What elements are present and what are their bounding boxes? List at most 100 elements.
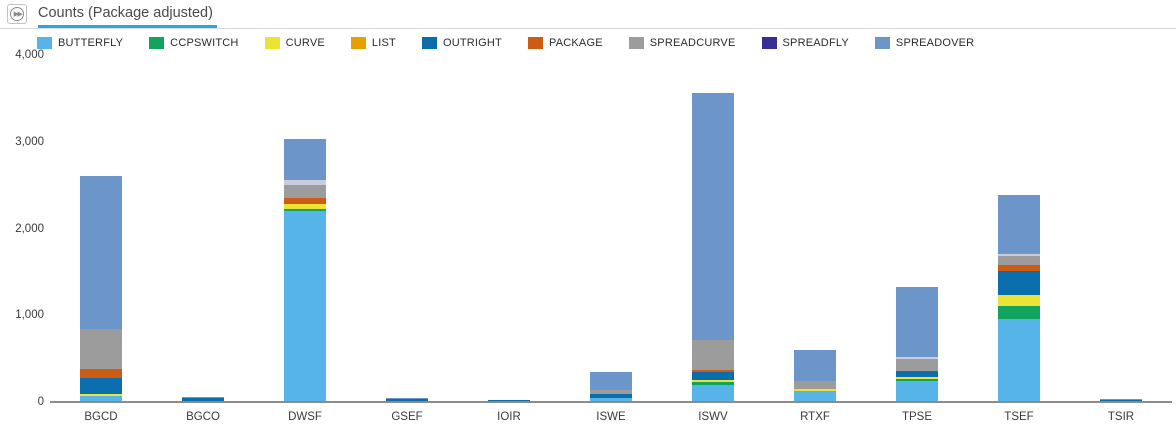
legend-swatch-outright — [421, 37, 437, 49]
x-axis-label-ioir: IOIR — [497, 411, 521, 423]
bar-segment-ccpswitch[interactable] — [692, 382, 734, 385]
stacked-bar-rtxf[interactable] — [794, 349, 836, 401]
tab-counts-package-adjusted[interactable]: Counts (Package adjusted) — [38, 0, 217, 28]
bar-segment-spreadcurve[interactable] — [80, 329, 122, 370]
bar-segment-outright[interactable] — [998, 271, 1040, 295]
x-axis-label-bgcd: BGCD — [84, 411, 118, 423]
bar-segment-outright[interactable] — [896, 370, 938, 378]
stacked-bar-chart: BUTTERFLY CCPSWITCH CURVE LIST OUTRIGHT PACKA… — [0, 29, 1176, 426]
stacked-bar-dwsf[interactable] — [284, 138, 326, 401]
x-axis-label-tsef: TSEF — [1004, 411, 1034, 423]
legend-label: LIST — [371, 37, 396, 49]
x-axis-label-bgco: BGCO — [186, 411, 220, 423]
bar-segment-butterfly[interactable] — [692, 384, 734, 401]
legend-item-spreadfly[interactable]: SPREADFLY — [761, 37, 849, 49]
bar-segment-package[interactable] — [998, 264, 1040, 272]
legend-item-outright[interactable]: OUTRIGHT — [421, 37, 502, 49]
bar-segment-outright[interactable] — [80, 377, 122, 394]
bar-segment-spreadover[interactable] — [80, 175, 122, 330]
x-axis-label-iswv: ISWV — [698, 411, 728, 423]
bar-segment-outright[interactable] — [488, 399, 530, 401]
y-tick-label: 0 — [37, 396, 44, 408]
legend-item-butterfly[interactable]: BUTTERFLY — [37, 37, 123, 49]
stacked-bar-ioir[interactable] — [488, 399, 530, 401]
bar-segment-ccpswitch[interactable] — [284, 208, 326, 212]
bar-segment-butterfly[interactable] — [284, 211, 326, 401]
stacked-bar-iswv[interactable] — [692, 93, 734, 401]
bar-segment-curve[interactable] — [998, 294, 1040, 307]
legend-item-package[interactable]: PACKAGE — [527, 37, 603, 49]
bar-segment-butterfly[interactable] — [998, 318, 1040, 401]
bar-segment-spreadover[interactable] — [998, 194, 1040, 254]
bar-segment-outright[interactable] — [590, 393, 632, 398]
bar-segment-spreadover[interactable] — [284, 138, 326, 181]
bar-segment-outright[interactable] — [692, 372, 734, 381]
bar-segment-ccpswitch[interactable] — [896, 379, 938, 382]
legend-item-spreadcurve[interactable]: SPREADCURVE — [628, 37, 736, 49]
bar-segment-spreadcurve[interactable] — [284, 185, 326, 199]
stacked-bar-tsef[interactable] — [998, 194, 1040, 401]
legend-item-list[interactable]: LIST — [350, 37, 396, 49]
stacked-bar-tsir[interactable] — [1100, 399, 1142, 401]
legend-item-curve[interactable]: CURVE — [264, 37, 325, 49]
bar-slot-iswe — [560, 56, 662, 401]
bar-segment-package[interactable] — [692, 370, 734, 373]
bar-slot-dwsf — [254, 56, 356, 401]
bar-segment-butterfly[interactable] — [80, 395, 122, 401]
bar-segment-curve[interactable] — [284, 204, 326, 209]
legend-label: CURVE — [285, 37, 325, 49]
bar-segment-curve[interactable] — [80, 393, 122, 396]
bar-segment-package[interactable] — [284, 198, 326, 205]
legend-item-ccpswitch[interactable]: CCPSWITCH — [149, 37, 238, 49]
legend-label: PACKAGE — [548, 37, 603, 49]
bar-segment-spreadover[interactable] — [590, 371, 632, 391]
bar-segment-butterfly[interactable] — [794, 390, 836, 401]
bar-segment-spreadover[interactable] — [182, 396, 224, 398]
stacked-bar-iswe[interactable] — [590, 371, 632, 401]
x-axis-label-rtxf: RTXF — [800, 411, 830, 423]
legend-swatch-ccpswitch — [149, 37, 165, 49]
bar-segment-ccpswitch[interactable] — [590, 397, 632, 399]
expand-panel-button[interactable]: ▶▶ — [7, 4, 27, 24]
bar-segment-curve[interactable] — [896, 377, 938, 380]
bar-segment-butterfly[interactable] — [590, 398, 632, 401]
stacked-bar-bgcd[interactable] — [80, 175, 122, 401]
stacked-bar-bgco[interactable] — [182, 396, 224, 401]
bar-segment-spreadover[interactable] — [896, 286, 938, 358]
bar-segment-outright[interactable] — [386, 398, 428, 401]
bar-segment-curve[interactable] — [692, 380, 734, 383]
bar-segment-butterfly[interactable] — [896, 381, 938, 401]
bar-segment-spreadfly[interactable] — [284, 180, 326, 186]
legend-item-spreadover[interactable]: SPREADOVER — [874, 37, 974, 49]
bar-slot-tpse — [866, 56, 968, 401]
x-axis-label-tpse: TPSE — [901, 411, 933, 423]
bar-segment-outright[interactable] — [182, 397, 224, 401]
bar-segment-spreadfly[interactable] — [896, 357, 938, 359]
bar-segment-spreadover[interactable] — [692, 93, 734, 341]
bar-segment-spreadcurve[interactable] — [998, 255, 1040, 265]
bar-segment-outright[interactable] — [1100, 399, 1142, 401]
bar-segment-ccpswitch[interactable] — [998, 306, 1040, 319]
bar-slot-tsir — [1070, 56, 1172, 401]
bar-segment-spreadover[interactable] — [386, 397, 428, 399]
bar-segment-spreadcurve[interactable] — [896, 358, 938, 371]
bar-segment-package[interactable] — [80, 369, 122, 378]
bar-segment-curve[interactable] — [794, 388, 836, 391]
legend-swatch-spreadcurve — [628, 37, 644, 49]
bar-segment-spreadcurve[interactable] — [794, 380, 836, 389]
legend-label: SPREADFLY — [782, 37, 849, 49]
legend-label: OUTRIGHT — [442, 37, 502, 49]
bar-slot-bgco — [152, 56, 254, 401]
bar-segment-spreadover[interactable] — [794, 349, 836, 381]
stacked-bar-gsef[interactable] — [386, 397, 428, 401]
chart-legend: BUTTERFLY CCPSWITCH CURVE LIST OUTRIGHT PACKA… — [37, 37, 1000, 49]
legend-swatch-list — [350, 37, 366, 49]
legend-swatch-package — [527, 37, 543, 49]
bar-segment-spreadcurve[interactable] — [692, 340, 734, 371]
stacked-bar-tpse[interactable] — [896, 286, 938, 401]
bar-slot-iswv — [662, 56, 764, 401]
bar-slot-tsef — [968, 56, 1070, 401]
legend-swatch-curve — [264, 37, 280, 49]
bar-segment-spreadfly[interactable] — [998, 253, 1040, 256]
bar-segment-spreadcurve[interactable] — [590, 390, 632, 394]
